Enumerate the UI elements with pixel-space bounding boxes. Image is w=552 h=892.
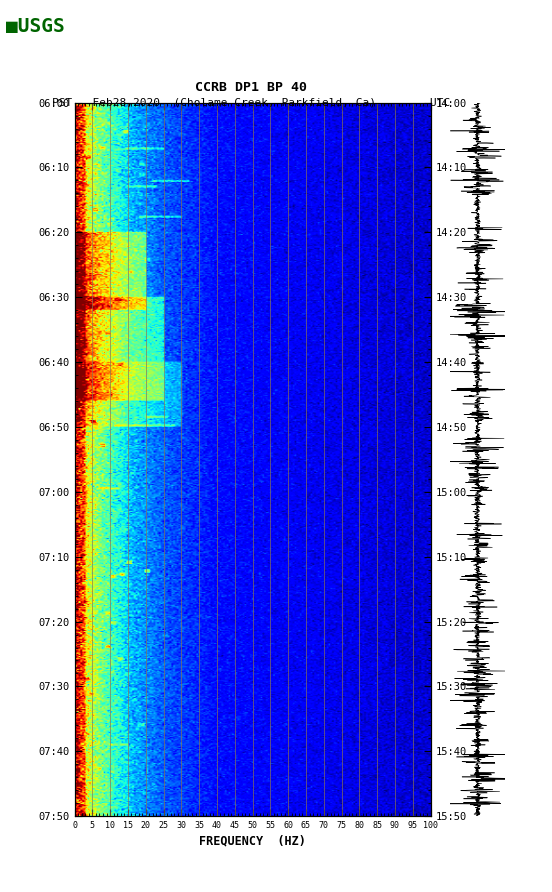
Text: PST   Feb28,2020  (Cholame Creek, Parkfield, Ca)        UTC: PST Feb28,2020 (Cholame Creek, Parkfield… — [52, 97, 450, 107]
X-axis label: FREQUENCY  (HZ): FREQUENCY (HZ) — [199, 834, 306, 847]
Text: ■USGS: ■USGS — [6, 17, 64, 37]
Text: CCRB DP1 BP 40: CCRB DP1 BP 40 — [195, 80, 307, 94]
